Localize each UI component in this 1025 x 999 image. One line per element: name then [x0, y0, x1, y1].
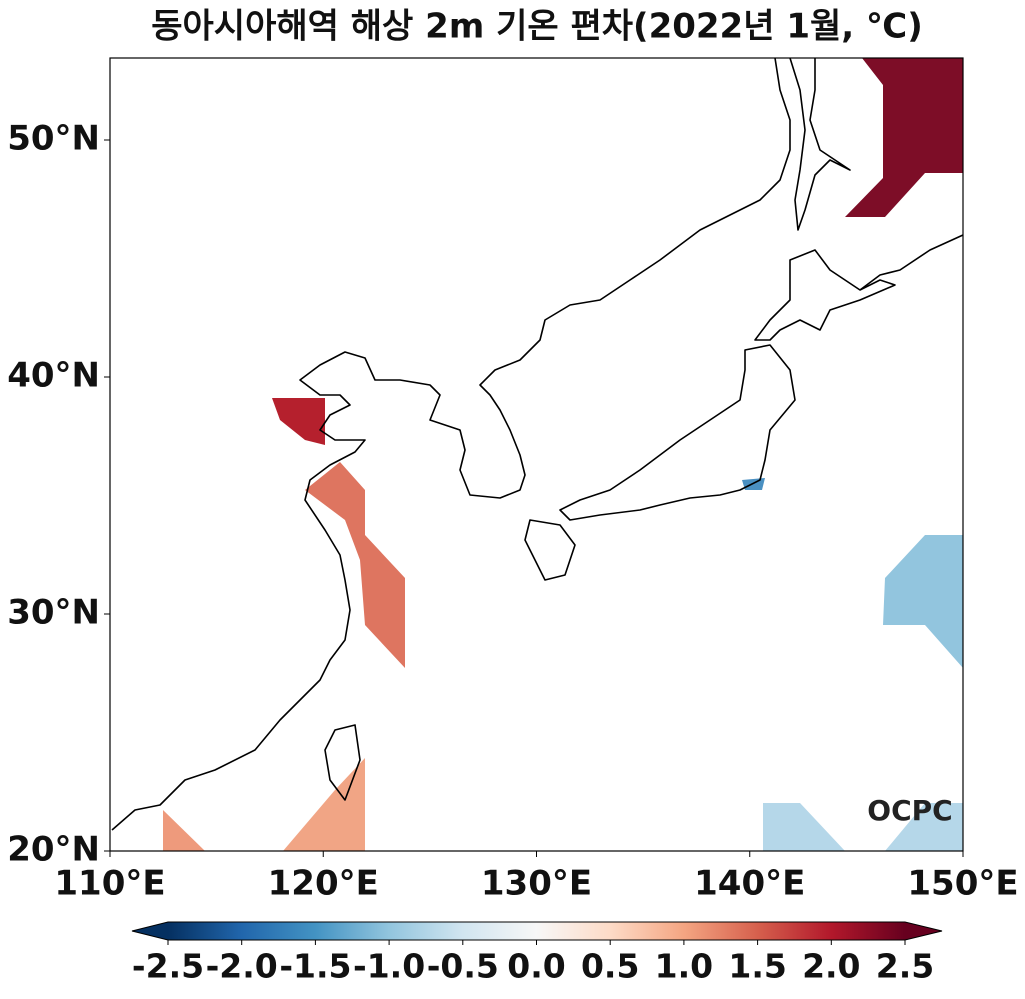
anomaly-patch: [272, 398, 325, 445]
colorbar-tick-label: 0.0: [507, 947, 565, 986]
map-title: 동아시아해역 해상 2m 기온 편차(2022년 1월, ℃): [151, 7, 922, 47]
colorbar-tick-label: -1.0: [353, 947, 425, 986]
axes: 110°E 120°E 130°E 140°E 150°E 20°N 30°N 40°N 50°…: [7, 119, 1018, 904]
colorbar-tick-label: 0.5: [581, 947, 639, 986]
colorbar-tick-label: -2.0: [206, 947, 278, 986]
colorbar-extend-low: [132, 922, 168, 940]
anomaly-patch: [845, 58, 963, 217]
anomaly-patch: [885, 803, 963, 851]
colorbar-tick-label: -1.5: [279, 947, 351, 986]
x-tick-label: 120°E: [268, 864, 379, 904]
colorbar-tick-label: 2.5: [876, 947, 934, 986]
y-tick-label: 30°N: [7, 593, 100, 633]
coastlines: [111, 57, 964, 831]
coastline: [324, 724, 361, 801]
coastline: [559, 344, 796, 521]
x-tick-label: 110°E: [54, 864, 165, 904]
y-tick-label: 40°N: [7, 356, 100, 396]
colorbar-tick-label: 2.0: [802, 947, 860, 986]
x-tick-label: 130°E: [481, 864, 592, 904]
anomaly-shading: [163, 58, 963, 851]
coastline: [859, 234, 964, 291]
anomaly-patch: [305, 462, 405, 668]
colorbar-body: [168, 922, 905, 940]
anomaly-patch: [163, 810, 205, 851]
colorbar-tick-label: 1.0: [655, 947, 713, 986]
y-tick-label: 50°N: [7, 119, 100, 159]
y-tick-label: 20°N: [7, 830, 100, 870]
coastline: [754, 249, 896, 341]
colorbar: -2.5 -2.0 -1.5 -1.0 -0.5 0.0 0.5 1.0 1.5 2.0 2.5: [131, 921, 943, 986]
colorbar-tick-label: -2.5: [132, 947, 204, 986]
anomaly-patch: [883, 535, 963, 668]
x-tick-label: 140°E: [694, 864, 805, 904]
colorbar-tick-label: 1.5: [728, 947, 786, 986]
coastline: [524, 519, 576, 581]
x-tick-label: 150°E: [907, 864, 1018, 904]
anomaly-patch: [283, 758, 365, 851]
colorbar-tick-label: -0.5: [427, 947, 499, 986]
colorbar-extend-high: [905, 922, 942, 940]
coastline: [789, 57, 851, 231]
anomaly-patch: [763, 803, 845, 851]
coastline: [111, 57, 791, 831]
map-frame: [109, 57, 964, 852]
logo: OCPC: [867, 794, 952, 827]
